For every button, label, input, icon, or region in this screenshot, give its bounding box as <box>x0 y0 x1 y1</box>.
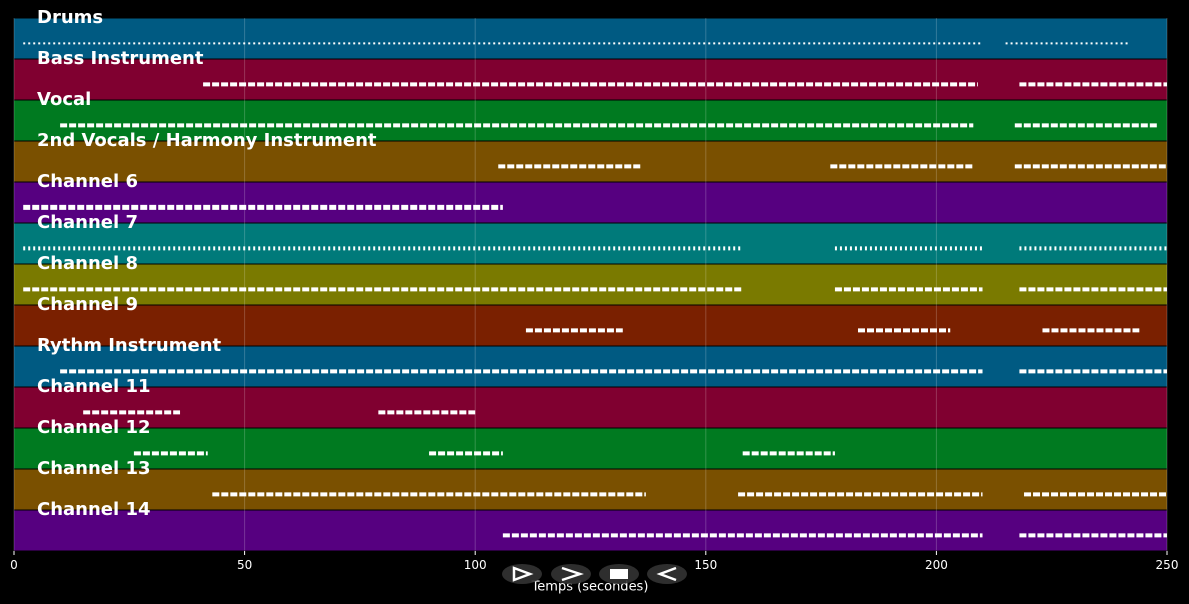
track-label: Rythm Instrument <box>37 335 222 356</box>
track-label: Channel 6 <box>37 171 138 192</box>
track-label: Vocal <box>37 89 91 110</box>
track-band <box>14 182 1167 223</box>
track-band <box>14 59 1167 100</box>
track-band <box>14 223 1167 264</box>
track-band <box>14 305 1167 346</box>
notes <box>23 42 1167 538</box>
track-band <box>14 469 1167 510</box>
grid <box>13 18 1168 551</box>
track-label: Bass Instrument <box>37 48 204 69</box>
track-band <box>14 510 1167 551</box>
track-label: Channel 7 <box>37 212 138 233</box>
track-label: Channel 12 <box>37 417 151 438</box>
track-band <box>14 387 1167 428</box>
track-band <box>14 141 1167 182</box>
track-label: Channel 9 <box>37 294 138 315</box>
track-label: Channel 14 <box>37 499 151 520</box>
x-tick-label: 250 <box>1156 558 1179 572</box>
playback-controls <box>502 564 687 584</box>
track-label: Channel 11 <box>37 376 151 397</box>
play-button[interactable] <box>502 564 542 584</box>
x-tick-label: 0 <box>10 558 18 572</box>
x-tick-label: 200 <box>925 558 948 572</box>
track-label: Channel 8 <box>37 253 138 274</box>
back-button[interactable] <box>647 564 687 584</box>
track-band <box>14 264 1167 305</box>
x-tick-label: 100 <box>464 558 487 572</box>
track-band <box>14 18 1167 59</box>
track-label: Channel 13 <box>37 458 151 479</box>
x-tick-label: 50 <box>237 558 252 572</box>
x-axis: 0 50 100 150 200 250 <box>10 551 1178 572</box>
bands <box>14 18 1167 551</box>
track-band <box>14 428 1167 469</box>
track-band <box>14 100 1167 141</box>
track-label: Drums <box>37 7 103 28</box>
track-band <box>14 346 1167 387</box>
forward-button[interactable] <box>551 564 591 584</box>
labels: Drums Bass Instrument Vocal 2nd Vocals / Ha… <box>37 7 377 520</box>
track-label: 2nd Vocals / Harmony Instrument <box>37 130 377 151</box>
stop-button[interactable] <box>599 564 639 584</box>
x-tick-label: 150 <box>694 558 717 572</box>
